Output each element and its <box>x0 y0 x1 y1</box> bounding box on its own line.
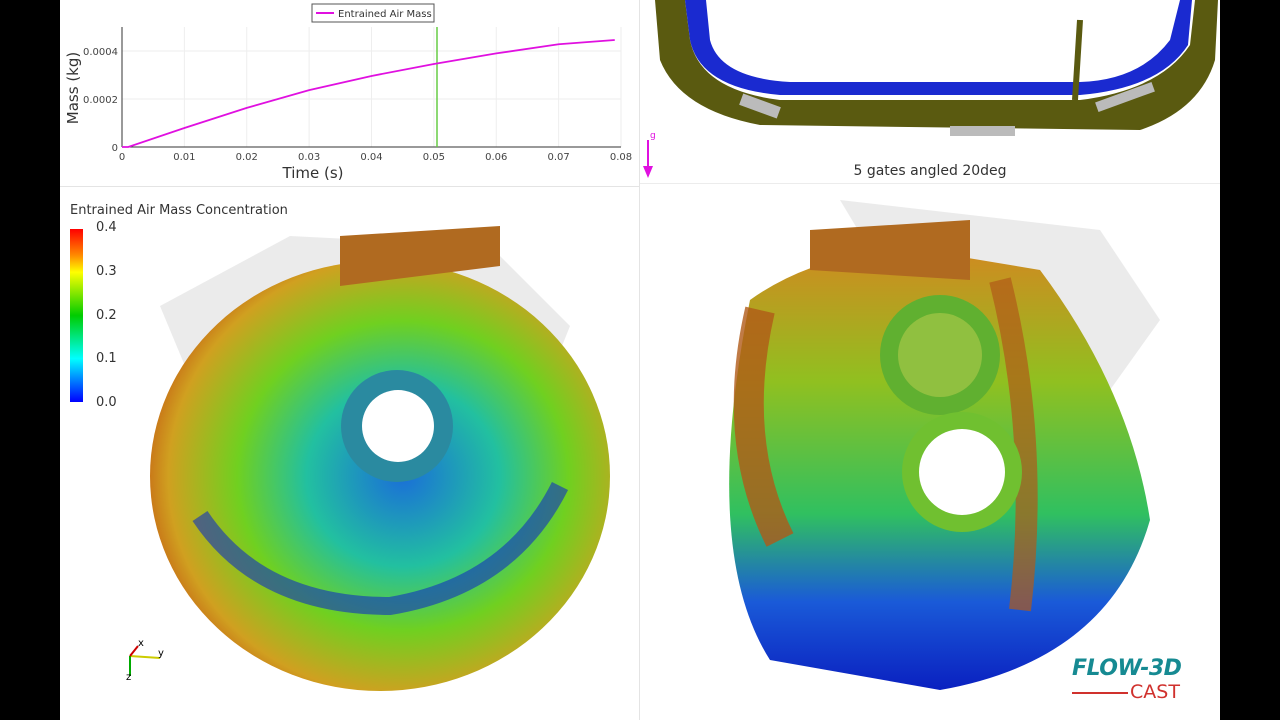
gravity-arrow-icon: g <box>643 131 656 178</box>
casting-render-left: x y z <box>126 226 610 691</box>
x-tick-label: 0.06 <box>485 152 507 163</box>
casting-render-right <box>729 200 1160 690</box>
gravity-label: g <box>650 131 656 141</box>
axes-triad: x y z <box>126 638 164 683</box>
colorbar-label: 0.2 <box>96 308 117 323</box>
divider-horizontal <box>60 186 640 187</box>
series-line <box>122 39 615 148</box>
colorbar <box>70 229 83 402</box>
y-tick-label: 0.0004 <box>83 47 118 58</box>
x-axis-label: Time (s) <box>282 164 344 182</box>
y-axis-label: Mass (kg) <box>64 52 82 124</box>
axis-z-label: z <box>126 672 131 683</box>
gating-render-top: g <box>643 0 1218 178</box>
video-frame: 0 0.01 0.02 0.03 0.04 0.05 0.06 0.07 0.08 0 0.0002… <box>60 0 1220 720</box>
flow3d-cast-logo: FLOW-3D CAST <box>1072 656 1182 703</box>
x-tick-label: 0.03 <box>298 152 320 163</box>
y-tick-label: 0.0002 <box>83 95 118 106</box>
x-tick-label: 0 <box>119 152 125 163</box>
colorbar-label: 0.4 <box>96 220 117 235</box>
colorbar-title: Entrained Air Mass Concentration <box>70 203 288 218</box>
x-tick-label: 0.02 <box>236 152 258 163</box>
x-tick-label: 0.01 <box>173 152 195 163</box>
x-tick-label: 0.04 <box>360 152 382 163</box>
simulation-caption: 5 gates angled 20deg <box>853 163 1007 179</box>
legend: Entrained Air Mass <box>311 3 435 23</box>
y-tick-label: 0 <box>112 143 118 154</box>
axis-y-label: y <box>158 648 164 659</box>
legend-label: Entrained Air Mass <box>338 9 432 20</box>
x-tick-label: 0.08 <box>610 152 632 163</box>
x-tick-label: 0.07 <box>547 152 569 163</box>
divider-vertical <box>639 0 640 720</box>
colorbar-label: 0.1 <box>96 351 117 366</box>
entrained-air-mass-chart: 0 0.01 0.02 0.03 0.04 0.05 0.06 0.07 0.08 0 0.0002… <box>64 3 632 182</box>
colorbar-label: 0.0 <box>96 395 117 410</box>
axis-x-label: x <box>138 638 144 649</box>
divider-horizontal-right <box>640 183 1220 184</box>
x-tick-label: 0.05 <box>423 152 445 163</box>
colorbar-label: 0.3 <box>96 264 117 279</box>
